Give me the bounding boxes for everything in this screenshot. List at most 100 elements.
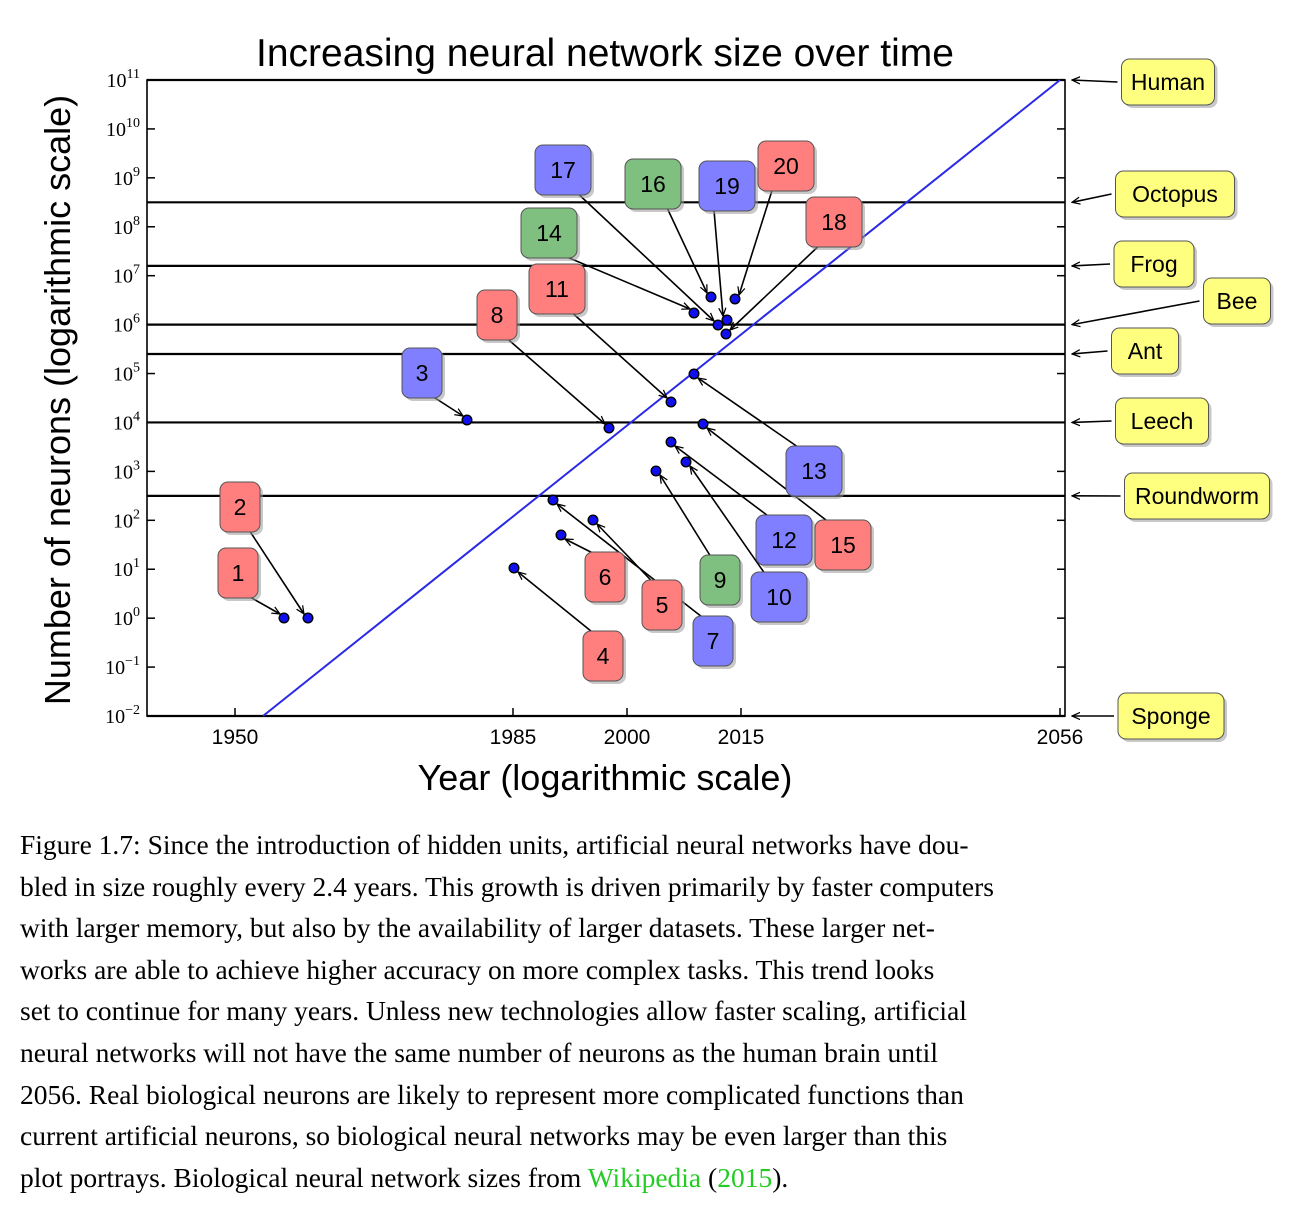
point-arrow-13 [698, 378, 802, 450]
y-tick-label: 10−2 [105, 703, 140, 728]
organism-label-bee-text: Bee [1217, 288, 1258, 314]
data-point-12 [665, 436, 677, 448]
point-arrow-5 [597, 524, 655, 584]
wikipedia-link[interactable]: Wikipedia [587, 1161, 702, 1193]
point-arrow-4 [518, 572, 596, 635]
caption-line: bled in size roughly every 2.4 years. Th… [20, 870, 994, 902]
point-label-18: 18 [805, 196, 865, 250]
y-tick-label: 106 [113, 312, 140, 337]
organism-label-roundworm: Roundworm [1124, 472, 1273, 522]
point-label-10: 10 [750, 571, 810, 625]
point-label-17: 17 [534, 144, 594, 198]
x-axis-label: Year (logarithmic scale) [418, 757, 793, 798]
point-label-5-text: 5 [656, 592, 669, 618]
data-point-15 [697, 418, 709, 430]
organism-label-roundworm-box [1124, 472, 1270, 520]
figure-caption: Figure 1.7: Since the introduction of hi… [20, 824, 1295, 1198]
data-point-17 [712, 319, 724, 331]
point-label-11-box [528, 263, 586, 315]
point-arrow-10 [690, 466, 767, 576]
data-point-18 [720, 328, 732, 340]
point-label-14-text: 14 [536, 220, 562, 246]
point-arrow-17 [575, 191, 714, 321]
point-label-17-box [534, 144, 592, 196]
organism-label-sponge-text: Sponge [1131, 703, 1210, 729]
point-label-12: 12 [755, 514, 815, 568]
x-tick-label: 2056 [1037, 726, 1084, 749]
point-label-5-box [641, 579, 683, 631]
point-label-7: 7 [692, 615, 736, 669]
data-point-2 [302, 612, 314, 624]
point-label-6-box [584, 551, 626, 603]
point-label-18-box [805, 196, 863, 248]
organism-arrow-leech [1072, 421, 1112, 422]
data-point-6 [555, 529, 567, 541]
y-tick-label: 100 [113, 605, 140, 630]
caption-line: neural networks will not have the same n… [20, 1036, 938, 1068]
x-tick-label: 1985 [490, 726, 537, 749]
organism-label-ant: Ant [1111, 327, 1182, 377]
organism-label-leech: Leech [1115, 397, 1212, 447]
point-arrow-18 [730, 243, 822, 330]
point-label-19-box [698, 160, 756, 212]
organism-label-roundworm-text: Roundworm [1135, 483, 1259, 509]
organism-label-octopus-box [1115, 170, 1235, 218]
caption-paren-open: ( [701, 1161, 718, 1193]
point-label-17-text: 17 [550, 157, 576, 183]
organism-label-leech-text: Leech [1131, 408, 1194, 434]
y-tick-label: 10−1 [105, 654, 140, 679]
point-label-8-text: 8 [491, 302, 504, 328]
year-link[interactable]: 2015 [717, 1161, 773, 1193]
point-arrow-19 [713, 207, 723, 316]
organism-arrow-bee [1072, 300, 1200, 325]
y-tick-label: 102 [113, 507, 140, 532]
data-point-19 [721, 314, 733, 326]
caption-line: with larger memory, but also by the avai… [20, 912, 935, 944]
point-label-20: 20 [757, 140, 817, 194]
point-label-9: 9 [699, 554, 743, 608]
data-point-8 [603, 422, 615, 434]
point-label-3-box [401, 347, 443, 399]
organism-arrow-frog [1072, 264, 1111, 266]
caption-line: Figure 1.7: Since the introduction of hi… [20, 829, 969, 860]
point-label-14-box [520, 207, 578, 259]
point-label-15-text: 15 [830, 532, 856, 558]
y-axis-label: Number of neurons (logarithmic scale) [37, 95, 78, 705]
point-label-2-box [219, 481, 261, 533]
point-label-11: 11 [528, 263, 588, 317]
data-point-7 [547, 494, 559, 506]
organism-label-sponge: Sponge [1117, 692, 1227, 742]
point-label-13-text: 13 [801, 458, 827, 484]
point-label-7-text: 7 [707, 628, 720, 654]
point-label-11-text: 11 [545, 276, 569, 302]
point-arrow-12 [675, 446, 772, 519]
caption-line: works are able to achieve higher accurac… [20, 953, 935, 985]
organism-label-human-box [1121, 58, 1215, 106]
point-label-19: 19 [698, 160, 758, 214]
organism-label-frog-text: Frog [1130, 251, 1177, 277]
point-label-6: 6 [584, 551, 628, 605]
organism-label-ant-text: Ant [1128, 338, 1163, 364]
data-point-10 [680, 456, 692, 468]
y-tick-label: 1010 [106, 116, 140, 141]
neural-network-size-chart: Increasing neural network size over time… [37, 32, 1274, 798]
data-point-16 [705, 291, 717, 303]
point-label-16: 16 [624, 158, 684, 212]
caption-text: plot portrays. Biological neural network… [20, 1161, 588, 1193]
point-arrow-8 [504, 336, 605, 424]
organism-arrow-octopus [1072, 193, 1112, 202]
point-label-1: 1 [217, 547, 261, 601]
point-label-9-box [699, 554, 741, 606]
point-label-2-text: 2 [234, 494, 247, 520]
point-label-13: 13 [785, 445, 845, 499]
x-tick-label: 2000 [604, 726, 651, 749]
chart-area: Increasing neural network size over time… [37, 32, 1274, 798]
point-label-5: 5 [641, 579, 685, 633]
point-label-6-text: 6 [599, 564, 612, 590]
point-label-15: 15 [814, 519, 874, 573]
chart-title: Increasing neural network size over time [256, 32, 954, 75]
point-label-9-text: 9 [714, 567, 727, 593]
point-label-3: 3 [401, 347, 445, 401]
point-arrow-16 [665, 205, 708, 293]
point-label-4-box [582, 630, 624, 682]
